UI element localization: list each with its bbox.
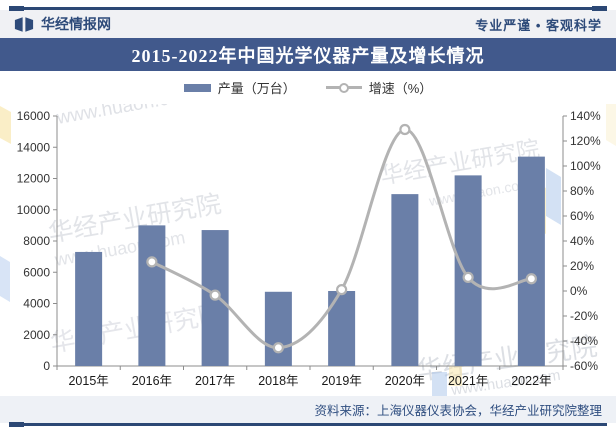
right-axis-tick-label: 20% <box>570 259 594 273</box>
top-frame-line <box>9 6 607 11</box>
right-axis-tick-label: 0% <box>570 284 588 298</box>
right-axis-tick-label: -60% <box>570 359 598 373</box>
x-axis-category-label: 2015年 <box>68 374 108 388</box>
left-axis-tick-label: 8000 <box>23 234 50 248</box>
watermark-text: 华经产业研究院 <box>48 300 225 358</box>
watermark-shape <box>0 256 10 302</box>
watermark-shape <box>546 168 561 225</box>
growth-marker <box>399 123 411 136</box>
right-axis-tick-label: 140% <box>570 109 601 123</box>
watermark-shape <box>449 366 462 386</box>
bar-2018年 <box>264 291 292 366</box>
legend-label-growth: 增速（%） <box>368 81 433 96</box>
growth-marker <box>272 342 284 354</box>
left-axis-tick-label: 2000 <box>23 328 50 342</box>
source-text: 资料来源：上海仪器仪表协会，华经产业研究院整理 <box>314 404 602 418</box>
right-axis-tick-label: 100% <box>570 159 601 173</box>
source-bar: 资料来源：上海仪器仪表协会，华经产业研究院整理 <box>0 396 616 423</box>
x-axis-category-label: 2018年 <box>258 374 298 388</box>
right-axis-tick-label: 120% <box>570 134 601 148</box>
x-axis-category-label: 2017年 <box>195 374 235 388</box>
legend-item-production: 产量（万台） <box>183 78 296 97</box>
left-axis-tick-label: 0 <box>43 359 50 373</box>
growth-marker <box>525 273 537 285</box>
bar-2021年 <box>454 175 482 366</box>
chart-title-bar: 2015-2022年中国光学仪器产量及增长情况 <box>0 38 616 71</box>
growth-marker <box>146 256 158 268</box>
right-axis-tick-label: 80% <box>570 184 594 198</box>
right-axis-tick-label: 40% <box>570 234 594 248</box>
header-tagline: 专业严谨 • 客观科学 <box>475 17 602 33</box>
x-axis-category-label: 2022年 <box>511 374 551 388</box>
bottom-frame-line <box>9 422 607 427</box>
growth-marker <box>462 271 474 283</box>
bar-2020年 <box>391 194 419 366</box>
watermark-shape <box>606 104 616 146</box>
legend-label-production: 产量（万台） <box>217 81 296 96</box>
right-axis-tick-label: -40% <box>570 334 598 348</box>
watermark-shape <box>432 372 447 396</box>
left-axis-tick-label: 12000 <box>17 172 51 186</box>
bar-2016年 <box>138 225 166 366</box>
chart-title: 2015-2022年中国光学仪器产量及增长情况 <box>131 45 485 66</box>
left-axis-tick-label: 10000 <box>17 203 51 217</box>
left-axis-tick-label: 14000 <box>17 140 51 154</box>
x-axis-category-label: 2016年 <box>132 374 172 388</box>
line-marker-swatch-icon <box>325 82 362 93</box>
left-axis-tick-label: 16000 <box>17 109 51 123</box>
chart-canvas: www.huaon.com华经产业研究院www.huaon.com华经产业研究院… <box>0 104 616 396</box>
right-axis-tick-label: 60% <box>570 209 594 223</box>
bar-2015年 <box>75 251 103 366</box>
bar-series <box>75 156 545 366</box>
bar-swatch-icon <box>183 83 211 92</box>
x-axis-category-label: 2021年 <box>448 374 488 388</box>
bar-2022年 <box>517 156 545 366</box>
left-axis-tick-label: 6000 <box>23 265 50 279</box>
open-book-logo-icon <box>14 16 34 33</box>
watermark-text: www.huaon.com <box>54 104 196 129</box>
left-axis-tick-label: 4000 <box>23 297 50 311</box>
brand: 华经情报网 <box>14 14 111 34</box>
brand-name: 华经情报网 <box>41 16 111 32</box>
right-axis-tick-label: -20% <box>570 309 598 323</box>
legend: 产量（万台） 增速（%） <box>0 71 616 104</box>
header-band: 华经情报网 专业严谨 • 客观科学 <box>0 10 616 38</box>
x-axis-category-label: 2020年 <box>385 374 425 388</box>
chart-area: www.huaon.com 华经产业研究院 www.huaon.com 华经产业研究院… <box>0 104 616 396</box>
watermark-shape <box>0 106 11 144</box>
growth-marker <box>336 284 348 296</box>
x-axis-category-label: 2019年 <box>321 374 361 388</box>
legend-item-growth: 增速（%） <box>325 78 433 97</box>
growth-marker <box>209 289 221 301</box>
